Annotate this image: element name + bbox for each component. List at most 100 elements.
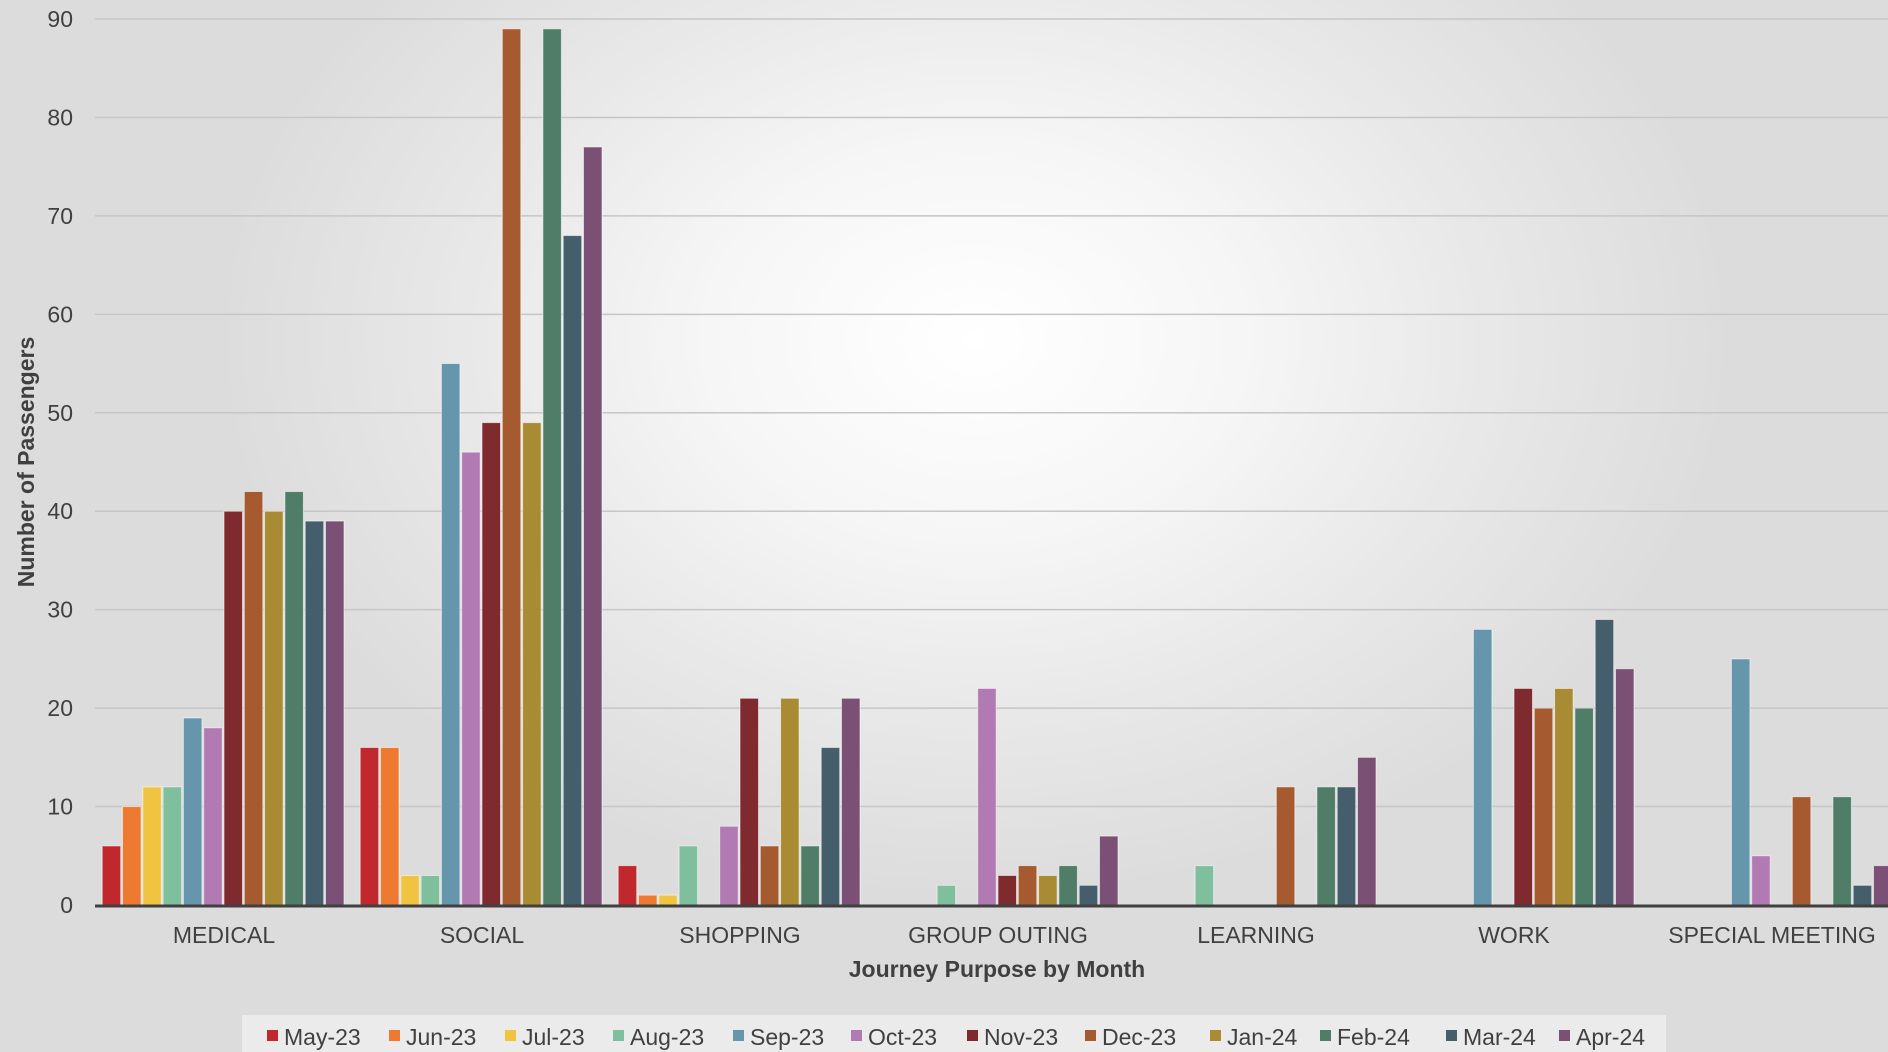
bar: [1472, 628, 1493, 906]
legend-label: Jun-23: [406, 1024, 476, 1050]
bar: [1873, 865, 1888, 906]
bar: [1357, 756, 1377, 906]
legend-swatch: [851, 1030, 862, 1041]
bar: [243, 491, 264, 906]
legend-swatch: [613, 1030, 624, 1041]
bar: [638, 894, 658, 906]
bar: [1832, 796, 1852, 906]
gridlines: [95, 18, 1888, 808]
bar: [1751, 855, 1771, 906]
bar: [325, 520, 345, 906]
y-tick-label: 40: [47, 498, 73, 524]
bar: [841, 697, 861, 906]
bar: [739, 697, 759, 906]
legend-box: [242, 1015, 1666, 1052]
bar: [658, 894, 678, 906]
bar: [1336, 786, 1357, 906]
bar: [1038, 874, 1058, 906]
bar: [1194, 865, 1215, 906]
x-category-label: WORK: [1478, 922, 1550, 948]
y-tick-label: 20: [47, 695, 73, 721]
bar: [359, 746, 380, 906]
bar: [1574, 707, 1594, 906]
bar: [1594, 619, 1615, 906]
bar: [800, 845, 820, 906]
bar: [1316, 786, 1336, 906]
bar: [759, 845, 780, 906]
y-tick-label: 70: [47, 203, 73, 229]
x-category-label: SPECIAL MEETING: [1668, 922, 1875, 948]
bar: [101, 845, 122, 906]
bar: [501, 28, 522, 906]
legend-swatch: [389, 1030, 400, 1041]
bar: [522, 422, 542, 906]
bar: [223, 510, 243, 906]
bar: [820, 746, 841, 906]
bar: [162, 786, 183, 906]
bar: [678, 845, 699, 906]
y-axis-title: Number of Passengers: [13, 337, 39, 588]
bar: [719, 825, 739, 906]
bar: [1275, 786, 1296, 906]
bar: [936, 884, 957, 906]
bar: [304, 520, 325, 906]
x-category-label: LEARNING: [1197, 922, 1315, 948]
legend-label: Nov-23: [984, 1024, 1058, 1050]
legend-label: Apr-24: [1576, 1024, 1645, 1050]
bar: [1730, 658, 1751, 906]
legend-label: Dec-23: [1102, 1024, 1176, 1050]
x-category-label: SOCIAL: [440, 922, 525, 948]
legend-label: Aug-23: [630, 1024, 704, 1050]
legend-label: Sep-23: [750, 1024, 824, 1050]
legend-swatch: [1559, 1030, 1570, 1041]
legend-label: Jan-24: [1227, 1024, 1298, 1050]
legend-label: Jul-23: [522, 1024, 585, 1050]
y-tick-label: 50: [47, 400, 73, 426]
bar: [1058, 865, 1078, 906]
bar: [461, 451, 481, 906]
bar: [1791, 796, 1812, 906]
bar: [122, 806, 142, 906]
legend-swatch: [505, 1030, 516, 1041]
bar: [420, 874, 441, 906]
bar: [1533, 707, 1554, 906]
bar: [1017, 865, 1038, 906]
bar: [977, 687, 997, 906]
legend: May-23 Jun-23 Jul-23 Aug-23 Sep-23 Oct-23 Nov-…: [242, 1015, 1666, 1052]
bar: [380, 746, 400, 906]
bar: [1513, 687, 1533, 906]
bar: [1078, 884, 1099, 906]
bar: [997, 874, 1017, 906]
y-tick-label: 60: [47, 301, 73, 327]
legend-swatch: [1085, 1030, 1096, 1041]
y-tick-label: 80: [47, 104, 73, 130]
bar: [1615, 668, 1635, 906]
y-tick-label: 0: [60, 892, 73, 918]
x-category-label: MEDICAL: [173, 922, 275, 948]
legend-swatch: [1210, 1030, 1221, 1041]
bar: [617, 865, 638, 906]
legend-swatch: [267, 1030, 278, 1041]
legend-swatch: [1320, 1030, 1331, 1041]
legend-label: Oct-23: [868, 1024, 937, 1050]
bar: [780, 697, 800, 906]
legend-label: Mar-24: [1463, 1024, 1536, 1050]
x-category-label: GROUP OUTING: [908, 922, 1088, 948]
bar: [1554, 687, 1574, 906]
bar: [1852, 884, 1873, 906]
legend-swatch: [1446, 1030, 1457, 1041]
bar: [203, 727, 223, 906]
y-tick-label: 10: [47, 794, 73, 820]
bar: [1099, 835, 1119, 906]
x-category-label: SHOPPING: [679, 922, 800, 948]
bar: [142, 786, 162, 906]
bar: [562, 235, 583, 906]
bar: [583, 146, 603, 906]
bar: [440, 363, 461, 906]
bar: [284, 491, 304, 906]
bars: [101, 28, 1888, 906]
bar: [542, 28, 562, 906]
bar: [182, 717, 203, 906]
y-axis-ticks: 0 10 20 30 40 50 60 70 80 90: [47, 6, 73, 918]
